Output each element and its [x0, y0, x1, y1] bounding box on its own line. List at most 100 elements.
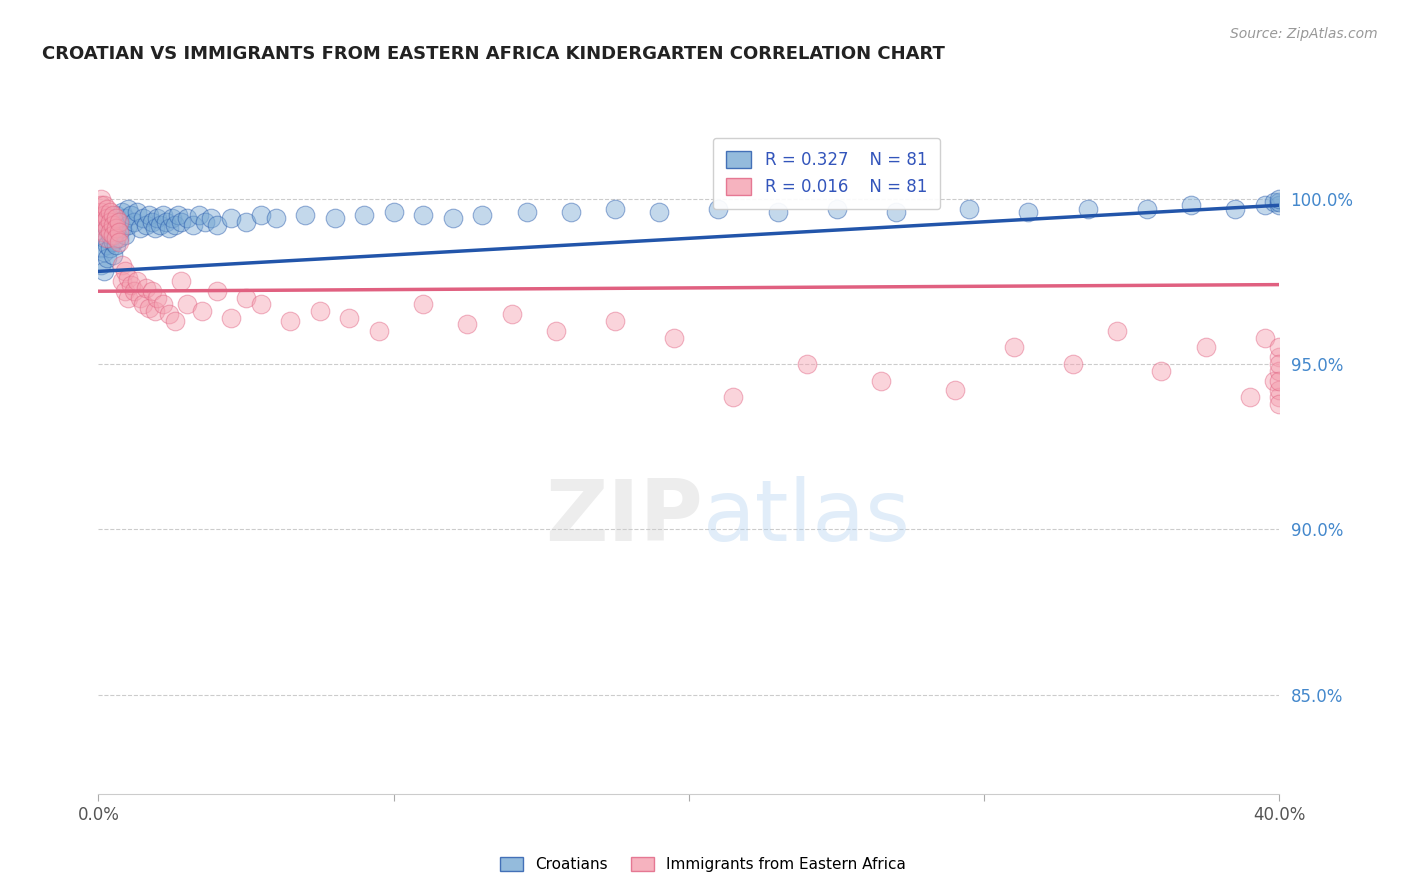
Point — [1268, 374, 1291, 388]
Point — [959, 202, 981, 216]
Point — [181, 218, 204, 232]
Point — [1263, 374, 1285, 388]
Point — [723, 390, 745, 404]
Point — [111, 205, 134, 219]
Point — [132, 211, 155, 226]
Point — [1263, 194, 1285, 209]
Point — [170, 274, 193, 288]
Point — [664, 330, 686, 344]
Point — [515, 205, 537, 219]
Point — [93, 244, 115, 259]
Point — [117, 291, 139, 305]
Point — [162, 211, 183, 226]
Point — [135, 281, 157, 295]
Point — [114, 284, 136, 298]
Point — [96, 211, 118, 226]
Point — [125, 274, 148, 288]
Point — [235, 215, 257, 229]
Point — [205, 218, 228, 232]
Point — [471, 208, 494, 222]
Point — [1002, 341, 1025, 355]
Point — [117, 202, 139, 216]
Point — [108, 231, 131, 245]
Point — [128, 221, 150, 235]
Point — [105, 211, 128, 226]
Point — [456, 318, 478, 332]
Point — [152, 208, 174, 222]
Point — [135, 218, 157, 232]
Point — [167, 208, 190, 222]
Point — [128, 291, 150, 305]
Point — [111, 274, 134, 288]
Point — [219, 310, 242, 325]
Point — [1268, 384, 1291, 398]
Point — [323, 211, 346, 226]
Point — [105, 221, 128, 235]
Point — [96, 221, 118, 235]
Point — [108, 225, 131, 239]
Text: CROATIAN VS IMMIGRANTS FROM EASTERN AFRICA KINDERGARTEN CORRELATION CHART: CROATIAN VS IMMIGRANTS FROM EASTERN AFRI… — [42, 45, 945, 62]
Point — [98, 241, 121, 255]
Point — [120, 208, 142, 222]
Point — [1150, 363, 1173, 377]
Point — [108, 215, 131, 229]
Point — [90, 218, 112, 232]
Point — [1268, 351, 1291, 365]
Point — [605, 202, 627, 216]
Point — [141, 284, 163, 298]
Point — [187, 208, 209, 222]
Point — [560, 205, 582, 219]
Point — [1105, 324, 1128, 338]
Point — [219, 211, 242, 226]
Point — [96, 202, 118, 216]
Point — [105, 231, 128, 245]
Point — [90, 198, 112, 212]
Point — [90, 241, 112, 255]
Point — [501, 307, 523, 321]
Point — [98, 227, 121, 242]
Point — [157, 221, 180, 235]
Point — [98, 211, 121, 226]
Point — [122, 284, 145, 298]
Point — [1254, 330, 1277, 344]
Point — [1135, 202, 1157, 216]
Point — [149, 218, 172, 232]
Point — [98, 205, 121, 219]
Point — [707, 202, 730, 216]
Point — [98, 215, 121, 229]
Point — [766, 205, 789, 219]
Point — [155, 215, 177, 229]
Text: Source: ZipAtlas.com: Source: ZipAtlas.com — [1230, 27, 1378, 41]
Point — [278, 314, 302, 328]
Legend: Croatians, Immigrants from Eastern Africa: Croatians, Immigrants from Eastern Afric… — [492, 849, 914, 880]
Point — [170, 215, 193, 229]
Point — [943, 384, 966, 398]
Point — [111, 221, 134, 235]
Point — [1268, 192, 1291, 206]
Point — [157, 307, 180, 321]
Point — [146, 211, 169, 226]
Point — [138, 208, 160, 222]
Point — [90, 211, 112, 226]
Point — [176, 297, 198, 311]
Point — [605, 314, 627, 328]
Point — [205, 284, 228, 298]
Point — [122, 215, 145, 229]
Point — [90, 225, 112, 239]
Point — [132, 297, 155, 311]
Point — [368, 324, 391, 338]
Point — [103, 227, 125, 242]
Point — [264, 211, 287, 226]
Point — [412, 208, 434, 222]
Point — [353, 208, 375, 222]
Point — [105, 225, 128, 239]
Point — [98, 225, 121, 239]
Point — [1077, 202, 1099, 216]
Point — [96, 221, 118, 235]
Point — [141, 215, 163, 229]
Point — [90, 205, 112, 219]
Point — [796, 357, 818, 371]
Point — [108, 215, 131, 229]
Point — [441, 211, 464, 226]
Point — [93, 215, 115, 229]
